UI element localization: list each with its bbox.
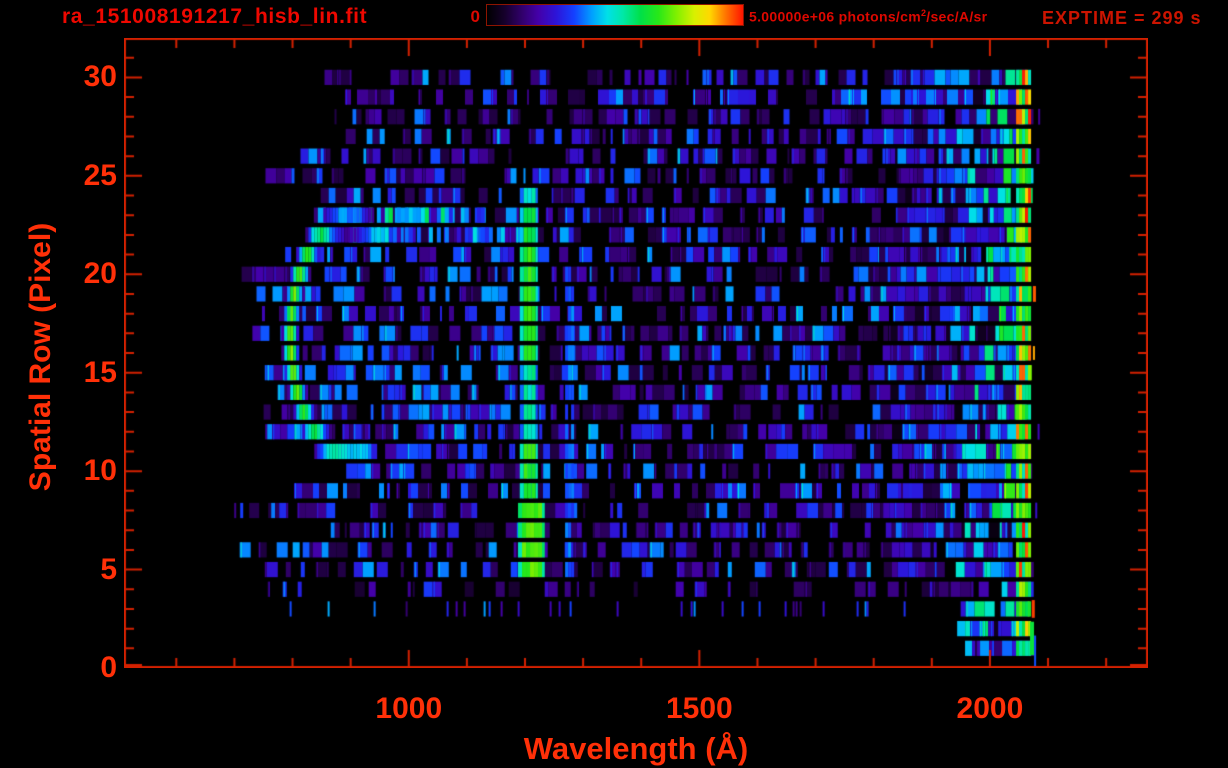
x-tick-label: 2000 [956, 692, 1024, 725]
y-tick-label: 20 [83, 257, 117, 291]
y-tick-label: 10 [83, 454, 117, 488]
colorbar-max-suffix: /sec/A/sr [926, 8, 988, 25]
y-tick-label: 0 [100, 651, 117, 684]
colorbar-max-label: 5.00000e+06 photons/cm2/sec/A/sr [749, 8, 987, 25]
colorbar [486, 4, 744, 26]
colorbar-min-label: 0 [470, 7, 480, 26]
x-tick-label: 1000 [375, 692, 443, 725]
x-axis-title: Wavelength (Å) [523, 731, 749, 766]
colorbar-max-superscript: 2 [920, 8, 927, 18]
spectrum-heatmap-canvas [124, 38, 1148, 668]
y-tick-label: 25 [83, 158, 117, 192]
y-axis-title: Spatial Row (Pixel) [24, 222, 57, 492]
y-tick-label: 5 [100, 552, 117, 586]
window-title: ra_151008191217_hisb_lin.fit [62, 5, 368, 28]
y-tick-label: 15 [83, 355, 117, 389]
y-tick-label: 30 [83, 60, 117, 94]
x-tick-label: 1500 [665, 692, 733, 725]
colorbar-max-text: 5.00000e+06 photons/cm [749, 8, 921, 25]
exptime-label: EXPTIME = 299 s [1042, 8, 1202, 28]
